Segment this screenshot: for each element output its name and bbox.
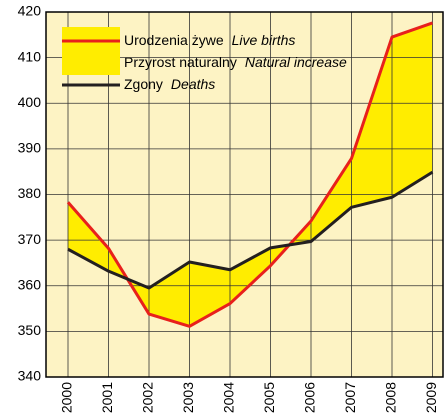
legend-label: Zgony Deaths: [124, 76, 215, 92]
legend-name: Zgony: [124, 76, 163, 92]
natural-increase-area: [68, 22, 433, 327]
x-tick-label: 2004: [221, 382, 237, 413]
legend-label: Urodzenia żywe Live births: [124, 32, 295, 48]
y-tick-label: 340: [18, 368, 42, 384]
y-tick-label: 350: [18, 322, 42, 338]
legend-name-en: Natural increase: [245, 54, 347, 70]
series-line: [67, 170, 434, 290]
x-tick-label: 2006: [302, 382, 318, 413]
y-tick-label: 370: [18, 231, 42, 247]
y-tick-label: 410: [18, 48, 42, 64]
legend-label: Przyrost naturalny Natural increase: [124, 54, 347, 70]
x-tick-label: 2009: [423, 382, 439, 413]
y-tick-label: 390: [18, 140, 42, 156]
x-tick-label: 2002: [140, 382, 156, 413]
legend-name-en: Live births: [232, 32, 296, 48]
legend-name: Urodzenia żywe: [124, 32, 224, 48]
x-tick-label: 2008: [383, 382, 399, 413]
x-tick-label: 2003: [180, 382, 196, 413]
x-tick-label: 2007: [342, 382, 358, 413]
y-tick-label: 420: [18, 3, 42, 19]
plot-border: [45, 11, 444, 378]
x-tick-label: 2005: [261, 382, 277, 413]
y-tick-label: 360: [18, 276, 42, 292]
x-tick-label: 2000: [59, 382, 75, 413]
legend-name-en: Deaths: [171, 76, 215, 92]
legend-name: Przyrost naturalny: [124, 54, 237, 70]
y-tick-label: 400: [18, 94, 42, 110]
x-tick-label: 2001: [99, 382, 115, 413]
y-tick-label: 380: [18, 185, 42, 201]
legend-swatch: [62, 27, 120, 75]
